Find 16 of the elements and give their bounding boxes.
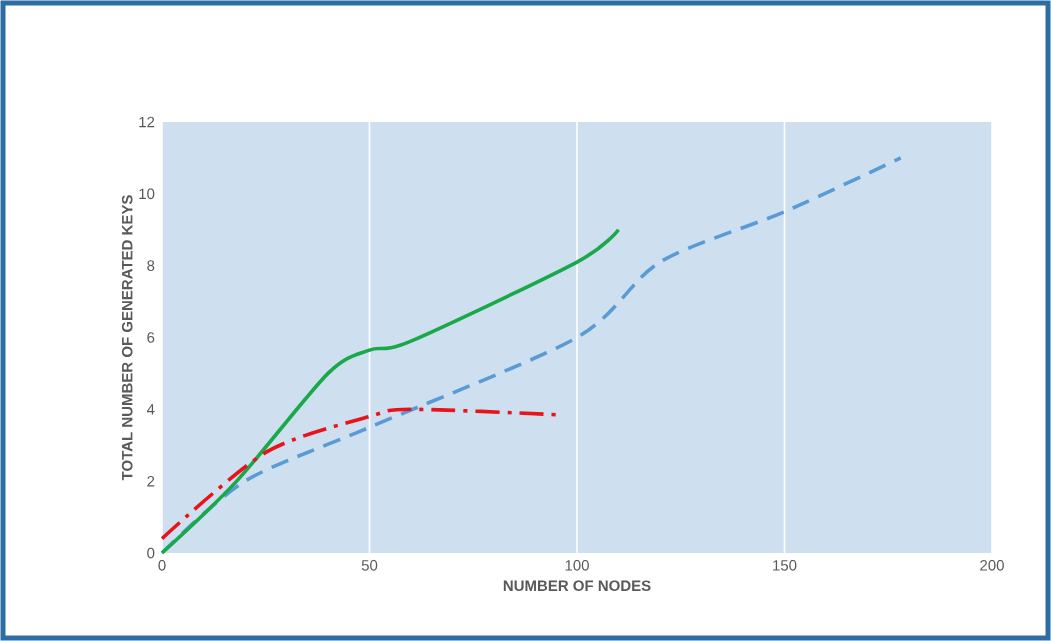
y-axis-title: TOTAL NUMBER OF GENERATED KEYS	[121, 195, 133, 481]
x-tick-label: 100	[565, 560, 589, 571]
line-series	[160, 227, 621, 555]
x-tick-label: 200	[980, 560, 1004, 571]
y-tick-label: 8	[147, 260, 155, 271]
line-series	[160, 407, 559, 541]
y-tick-label: 12	[139, 116, 155, 128]
x-tick-label: 150	[773, 560, 797, 571]
y-tick-label: 10	[139, 188, 155, 200]
y-tick-label: 0	[147, 547, 155, 559]
x-axis-title: NUMBER OF NODES	[503, 580, 651, 592]
y-tick-label: 6	[147, 332, 155, 343]
x-tick-label: 50	[361, 560, 378, 571]
y-tick-label: 2	[147, 475, 155, 487]
x-tick-label: 0	[158, 560, 166, 571]
y-tick-label: 4	[146, 404, 155, 415]
